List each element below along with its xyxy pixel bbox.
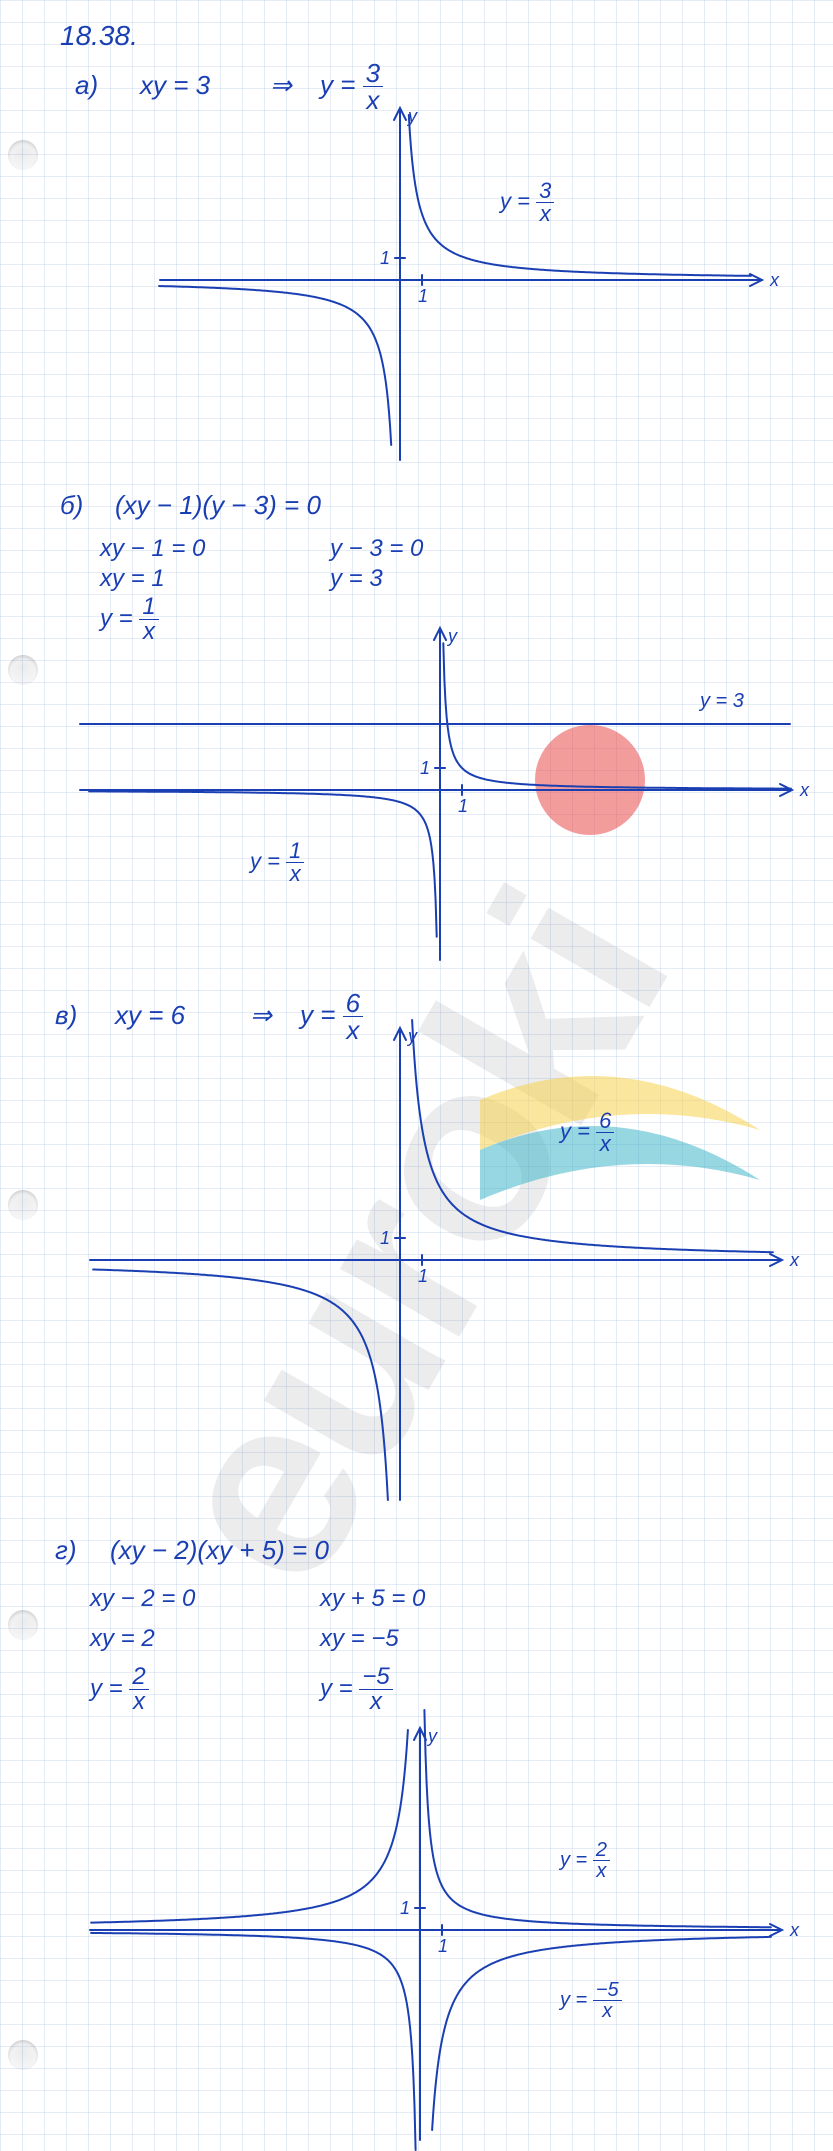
exercise-number: 18.38. — [60, 20, 138, 52]
part-a-result: y = 3x — [320, 60, 383, 113]
plot-b-curve-label: y = 1x — [250, 840, 304, 885]
part-v-given: xy = 6 — [115, 1000, 185, 1031]
plot-v-curve-label: y = 6x — [560, 1110, 614, 1155]
plot-b-hline-label: y = 3 — [700, 690, 744, 713]
part-b-work-l3: y = 1x — [100, 595, 159, 644]
part-b-label: б) — [60, 490, 83, 521]
svg-text:y: y — [426, 1726, 438, 1746]
curve-g2-branch1 — [432, 1937, 771, 2130]
part-b-work-r1: y − 3 = 0 — [330, 535, 423, 563]
curve-g2-branch2 — [91, 1730, 408, 1923]
part-b-equation: (xy − 1)(y − 3) = 0 — [115, 490, 321, 521]
part-b-work-l1: xy − 1 = 0 — [100, 535, 205, 563]
svg-text:1: 1 — [438, 1936, 448, 1956]
part-g-work-r2: xy = −5 — [320, 1625, 399, 1653]
part-a-given: xy = 3 — [140, 70, 210, 101]
part-g-work-l1: xy − 2 = 0 — [90, 1585, 195, 1613]
part-b-work-l2: xy = 1 — [100, 565, 165, 593]
part-v-result: y = 6x — [300, 990, 363, 1043]
part-v-arrow: ⇒ — [250, 1000, 272, 1031]
plot-a-curve-label: y = 3x — [500, 180, 554, 225]
part-g-work-l2: xy = 2 — [90, 1625, 155, 1653]
svg-text:x: x — [789, 1920, 800, 1940]
part-g-label: г) — [55, 1535, 76, 1566]
part-g-work-r3: y = −5x — [320, 1665, 393, 1714]
part-a-arrow: ⇒ — [270, 70, 292, 101]
curve-g1-branch2 — [91, 1933, 416, 2150]
plot-g-curve1-label: y = 2x — [560, 1840, 610, 1881]
part-b-work-r2: y = 3 — [330, 565, 383, 593]
plot-g-curve2-label: y = −5x — [560, 1980, 622, 2021]
part-g-work-r1: xy + 5 = 0 — [320, 1585, 425, 1613]
part-g-equation: (xy − 2)(xy + 5) = 0 — [110, 1535, 329, 1566]
part-v-label: в) — [55, 1000, 77, 1031]
part-a-label: а) — [75, 70, 98, 101]
svg-text:1: 1 — [400, 1898, 410, 1918]
part-g-work-l3: y = 2x — [90, 1665, 149, 1714]
plot-g: x y 1 1 — [0, 0, 833, 2151]
curve-g1-branch1 — [424, 1710, 771, 1927]
